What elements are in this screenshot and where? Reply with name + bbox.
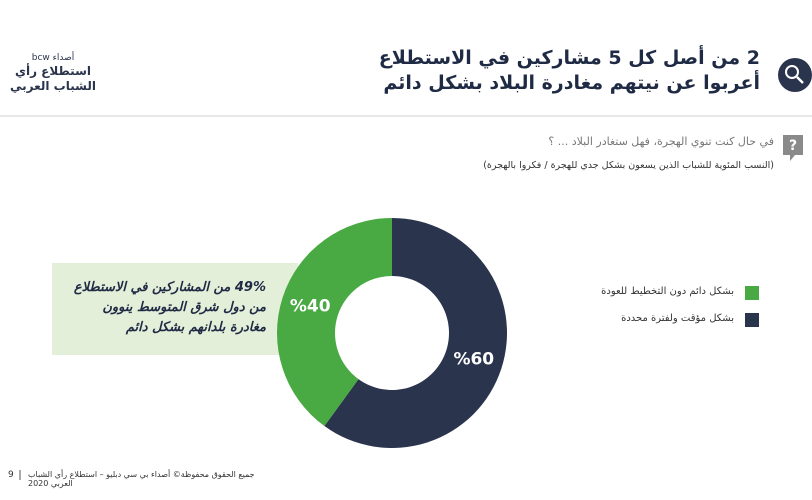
logo-brand: أصداء bcw [31,53,75,63]
annotation-box [52,263,298,355]
slice-label: %40 [290,296,331,316]
search-icon-lens [785,65,799,79]
annotation: 49% من المشاركين في الاستطلاع من دول شرق… [73,280,266,335]
search-icon-handle [796,76,804,84]
subtitle: (النسب المئوية للشباب الذين يسعون بشكل ج… [483,160,774,171]
legend-swatch [745,313,759,327]
donut: %60 %40 [277,218,507,448]
logo-name: استطلاع رأي الشباب العربي [10,64,96,93]
donut-slice [277,218,392,427]
logo: أصداء bcw استطلاع رأي الشباب العربي [8,52,98,94]
legend-label: بشكل مؤقت ولفترة محددة [621,313,734,324]
question-icon [783,135,803,161]
title: 2 من أصل كل 5 مشاركين في الاستطلاع أعربو… [378,47,760,94]
donut-slice [324,218,507,448]
legend-swatch [745,286,759,300]
search-icon [778,58,812,92]
legend-label: بشكل دائم دون التخطيط للعودة [601,286,734,297]
page-number: 9 [8,470,14,480]
question-icon-mark: ? [789,138,797,154]
footer-text: جميع الحقوق محفوظة© أصداء بي سي دبليو – … [28,470,255,488]
slice-label: %60 [453,350,494,370]
question: في حال كنت تنوي الهجرة، فهل ستغادر البلا… [548,135,774,148]
